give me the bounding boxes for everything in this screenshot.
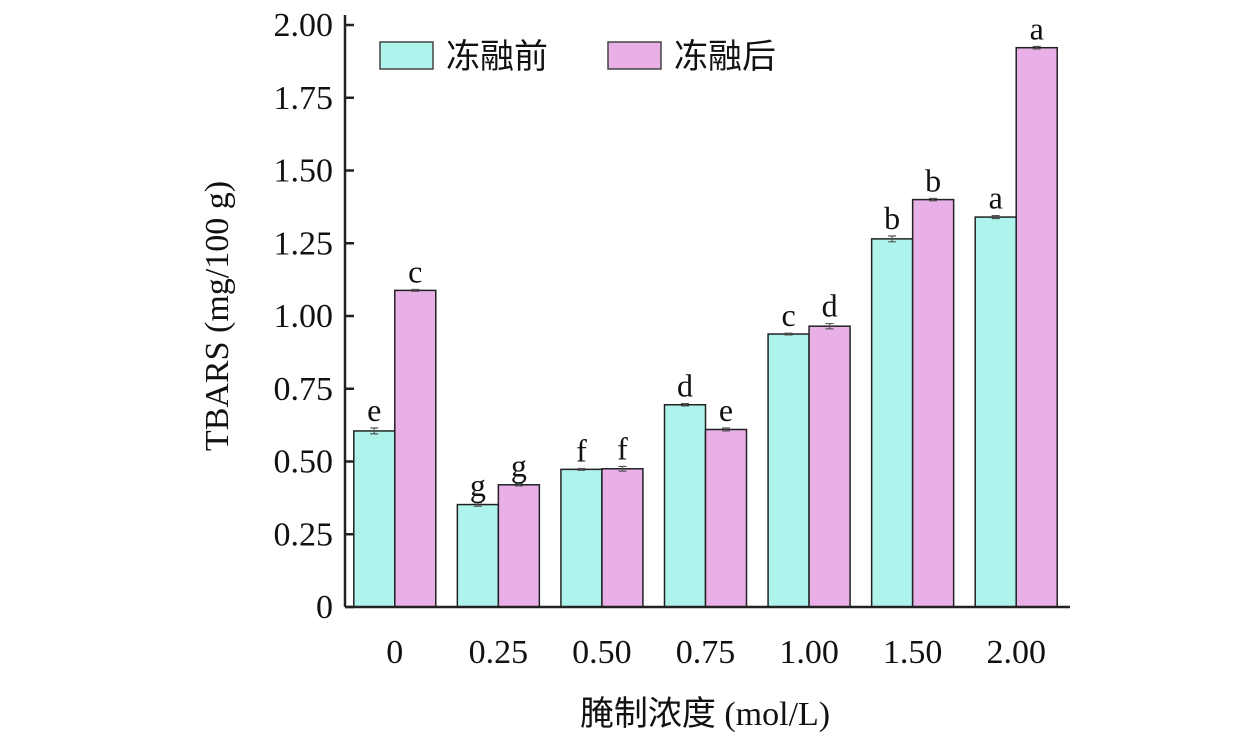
- significance-letter: f: [617, 430, 628, 466]
- error-bar: [784, 332, 793, 336]
- legend-swatch: [379, 41, 434, 70]
- y-tick-label: 0.25: [274, 516, 334, 553]
- significance-letter: b: [884, 200, 900, 236]
- significance-letter: a: [989, 180, 1003, 216]
- bar: [974, 216, 1017, 608]
- x-tick-label: 0.75: [676, 634, 736, 671]
- x-tick-label: 1.00: [779, 634, 839, 671]
- error-bar: [618, 465, 627, 472]
- significance-letter: d: [822, 288, 838, 324]
- error-bar: [825, 322, 834, 330]
- legend-swatch: [607, 41, 662, 70]
- bar: [911, 198, 955, 608]
- error-bar: [1032, 45, 1041, 50]
- y-tick-label: 1.25: [274, 225, 334, 262]
- bar: [808, 325, 851, 608]
- error-bar: [411, 288, 420, 292]
- x-tick-label: 1.50: [883, 634, 943, 671]
- bar: [767, 333, 810, 608]
- bar: [1015, 46, 1058, 608]
- error-bar: [681, 402, 689, 407]
- error-bar: [929, 197, 938, 202]
- error-bar: [473, 502, 482, 507]
- y-tick-label: 1.50: [274, 153, 334, 190]
- bar: [601, 468, 644, 608]
- significance-letter: c: [781, 297, 795, 333]
- significance-letter: g: [470, 467, 486, 503]
- bar: [456, 503, 500, 608]
- error-bar: [370, 427, 379, 435]
- y-axis-label: TBARS (mg/100 g): [199, 181, 236, 451]
- significance-letter: f: [576, 432, 587, 468]
- error-bar: [991, 215, 1000, 220]
- y-tick-label: 1.75: [274, 80, 334, 117]
- error-bar: [577, 467, 586, 471]
- y-tick-label: 1.00: [274, 298, 334, 335]
- significance-letter: a: [1030, 11, 1044, 47]
- x-axis-label: 腌制浓度 (mol/L): [580, 695, 830, 733]
- significance-letter: e: [367, 392, 381, 428]
- x-tick-label: 0: [386, 634, 403, 671]
- y-tick-label: 0: [316, 589, 333, 626]
- significance-letter: b: [925, 162, 941, 198]
- bar: [394, 289, 437, 608]
- significance-letter: e: [719, 392, 733, 428]
- significance-letter: d: [677, 368, 693, 404]
- y-tick-label: 2.00: [274, 7, 334, 44]
- legend-label: 冻融前: [446, 38, 548, 76]
- error-bar: [722, 427, 730, 432]
- x-tick-label: 2.00: [986, 634, 1046, 671]
- legend-label: 冻融后: [674, 38, 776, 76]
- bar: [663, 404, 707, 608]
- significance-letter: g: [511, 448, 527, 484]
- y-tick-label: 0.50: [274, 444, 334, 481]
- bar: [497, 484, 541, 608]
- error-bar: [514, 483, 523, 487]
- significance-letter: c: [408, 254, 422, 290]
- error-bar: [888, 235, 897, 243]
- bar: [560, 468, 603, 608]
- x-tick-label: 0.25: [469, 634, 529, 671]
- bar: [870, 238, 914, 608]
- y-tick-label: 0.75: [274, 371, 334, 408]
- bar: [704, 428, 748, 608]
- bar: [353, 430, 396, 608]
- x-tick-label: 0.50: [572, 634, 632, 671]
